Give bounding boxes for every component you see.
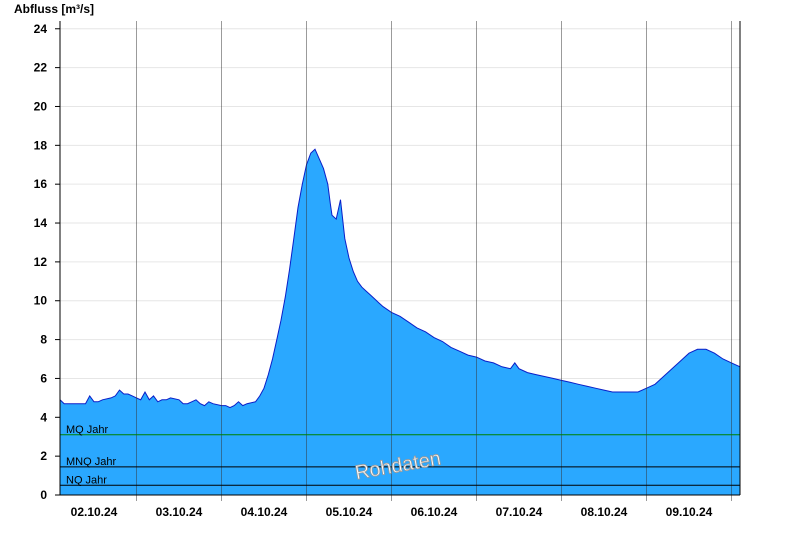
- y-tick-label-22: 22: [34, 61, 48, 75]
- x-tick-label-1: 03.10.24: [156, 505, 203, 519]
- y-tick-label-16: 16: [34, 177, 48, 191]
- y-tick-label-8: 8: [40, 333, 47, 347]
- x-tick-label-2: 04.10.24: [241, 505, 288, 519]
- y-tick-label-10: 10: [34, 294, 48, 308]
- x-tick-label-5: 07.10.24: [496, 505, 543, 519]
- x-tick-label-4: 06.10.24: [411, 505, 458, 519]
- reference-label-0: MQ Jahr: [66, 424, 109, 436]
- y-tick-label-2: 2: [40, 449, 47, 463]
- y-tick-label-14: 14: [34, 216, 48, 230]
- y-tick-label-20: 20: [34, 99, 48, 113]
- discharge-area: [59, 148, 741, 495]
- reference-label-1: MNQ Jahr: [66, 456, 116, 468]
- discharge-series-line: [59, 148, 741, 409]
- x-tick-label-3: 05.10.24: [326, 505, 373, 519]
- y-tick-label-0: 0: [40, 488, 47, 502]
- x-tick-label-7: 09.10.24: [666, 505, 713, 519]
- x-tick-label-6: 08.10.24: [581, 505, 628, 519]
- reference-lines: MQ Jahr MNQ Jahr NQ Jahr: [60, 424, 740, 486]
- day-separator-lines: [136, 21, 732, 501]
- x-tick-label-0: 02.10.24: [71, 505, 118, 519]
- y-tick-label-18: 18: [34, 138, 48, 152]
- y-tick-label-24: 24: [34, 22, 48, 36]
- y-tick-label-6: 6: [40, 371, 47, 385]
- chart-axes: [59, 21, 741, 496]
- reference-label-2: NQ Jahr: [66, 474, 107, 486]
- y-tick-label-4: 4: [40, 410, 47, 424]
- discharge-area-fill: [60, 149, 740, 495]
- x-tick-labels: 02.10.24 03.10.24 04.10.24 05.10.24 06.10.24…: [71, 505, 713, 519]
- y-tick-label-12: 12: [34, 255, 48, 269]
- y-axis-label: Abfluss [m³/s]: [14, 2, 94, 16]
